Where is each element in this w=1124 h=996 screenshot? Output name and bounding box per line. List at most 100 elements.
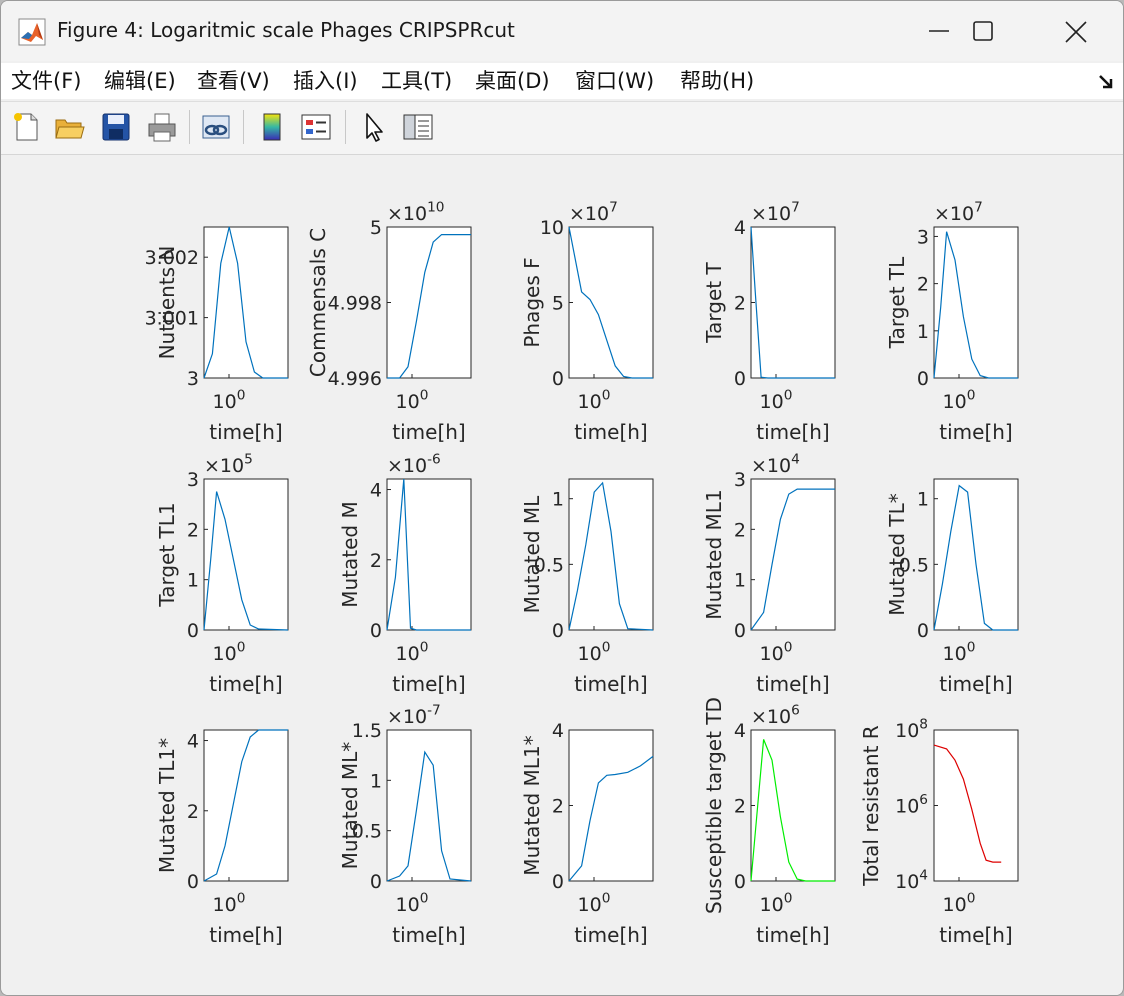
- print-icon[interactable]: [145, 110, 179, 144]
- toolbar: [1, 101, 1123, 155]
- series-line: [568, 481, 654, 631]
- x-tick-label: 100: [396, 387, 429, 413]
- subplot-14[interactable]: 0 2 4 100 time[h] Susceptible target TD ×106: [702, 697, 836, 947]
- y-axis-label: Mutated ML*: [338, 742, 362, 870]
- window-title: Figure 4: Logaritmic scale Phages CRIPSP…: [57, 18, 515, 42]
- axis-exponent: ×107: [751, 199, 800, 225]
- series-line: [387, 233, 471, 379]
- menu-bar: 文件(F) 编辑(E) 查看(V) 插入(I) 工具(T) 桌面(D) 窗口(W…: [1, 63, 1123, 99]
- figure-canvas[interactable]: 3 3.001 3.002 100 time[h] Nutrients N 4.996 4.9…: [2, 155, 1122, 995]
- axis-exponent: ×10-7: [387, 702, 441, 728]
- subplot-1[interactable]: 3 3.001 3.002 100 time[h] Nutrients N: [145, 226, 289, 444]
- toolbar-separator: [243, 110, 244, 144]
- plot-area: [386, 226, 472, 379]
- y-tick-label: 3.001: [145, 308, 199, 330]
- y-tick-label: 0.5: [534, 554, 564, 576]
- subplot-7[interactable]: 0 2 4 100 time[h] Mutated M ×10-6: [338, 451, 472, 696]
- y-axis-label: Mutated M: [338, 501, 362, 607]
- y-tick-label: 1: [917, 321, 929, 343]
- plot-area: [750, 226, 836, 379]
- subplot-8[interactable]: 0 0.5 1 100 time[h] Mutated ML: [520, 478, 654, 696]
- menu-window[interactable]: 窗口(W): [575, 69, 655, 93]
- axis-exponent: ×105: [204, 451, 253, 477]
- x-tick-label: 100: [578, 890, 611, 916]
- save-icon[interactable]: [99, 110, 133, 144]
- minimize-icon[interactable]: [895, 1, 983, 61]
- x-axis-label: time[h]: [392, 420, 465, 444]
- y-tick-label: 2: [734, 293, 746, 315]
- x-axis-label: time[h]: [392, 923, 465, 947]
- x-tick-label: 100: [578, 387, 611, 413]
- y-tick-label: 104: [895, 867, 928, 893]
- insert-legend-icon[interactable]: [299, 110, 333, 144]
- y-tick-label: 4: [552, 720, 564, 742]
- matlab-icon: [18, 18, 46, 46]
- series-line: [203, 491, 289, 631]
- menu-help[interactable]: 帮助(H): [680, 69, 755, 93]
- plot-area: [933, 478, 1019, 631]
- subplot-2[interactable]: 4.996 4.998 5 100 time[h] Commensals C ×1010: [306, 199, 472, 444]
- y-tick-label: 3: [917, 226, 929, 248]
- subplot-15[interactable]: 104 106 108 100 time[h] Total resistant R: [859, 716, 1019, 947]
- subplot-10[interactable]: 0 0.5 1 100 time[h] Mutated TL*: [885, 478, 1019, 696]
- subplot-5[interactable]: 0 1 2 3 100 time[h] Target TL ×107: [885, 199, 1019, 444]
- plot-area: [203, 226, 289, 379]
- plot-area: [203, 729, 289, 882]
- y-tick-label: 1: [734, 570, 746, 592]
- toolbar-separator: [189, 110, 190, 144]
- menu-edit[interactable]: 编辑(E): [104, 69, 176, 93]
- y-tick-label: 2: [917, 274, 929, 296]
- menu-view[interactable]: 查看(V): [197, 69, 270, 93]
- y-tick-label: 3: [734, 469, 746, 491]
- close-icon[interactable]: [1031, 1, 1119, 61]
- y-axis-label: Nutrients N: [155, 246, 179, 360]
- plot-area: [568, 226, 654, 379]
- subplot-11[interactable]: 0 2 4 100 time[h] Mutated TL1*: [155, 729, 289, 947]
- insert-colorbar-icon[interactable]: [255, 110, 289, 144]
- maximize-icon[interactable]: [939, 1, 1027, 61]
- title-bar[interactable]: Figure 4: Logaritmic scale Phages CRIPSP…: [1, 1, 1123, 61]
- x-axis-label: time[h]: [574, 672, 647, 696]
- edit-plot-icon[interactable]: [357, 110, 391, 144]
- y-tick-label: 1: [552, 489, 564, 511]
- y-tick-label: 4: [734, 217, 746, 239]
- subplot-6[interactable]: 0 1 2 3 100 time[h] Target TL1 ×105: [155, 451, 289, 696]
- y-tick-label: 0: [187, 620, 199, 642]
- y-axis-label: Phages F: [520, 257, 544, 347]
- x-axis-label: time[h]: [574, 923, 647, 947]
- y-tick-label: 1: [370, 770, 382, 792]
- y-tick-label: 0: [917, 368, 929, 390]
- subplot-12[interactable]: 0 0.5 1 1.5 100 time[h] Mutated ML* ×10-7: [338, 702, 472, 947]
- subplot-9[interactable]: 0 1 2 3 100 time[h] Mutated ML1 ×104: [702, 451, 836, 696]
- x-axis-label: time[h]: [574, 420, 647, 444]
- x-tick-label: 100: [760, 890, 793, 916]
- axis-exponent: ×106: [751, 702, 800, 728]
- x-axis-label: time[h]: [209, 420, 282, 444]
- open-file-icon[interactable]: [53, 110, 87, 144]
- menu-insert[interactable]: 插入(I): [293, 69, 358, 93]
- y-tick-label: 1: [917, 489, 929, 511]
- y-axis-label: Commensals C: [306, 228, 330, 377]
- dock-arrow-icon[interactable]: [1097, 73, 1117, 91]
- series-line: [568, 226, 653, 379]
- axis-exponent: ×104: [751, 451, 800, 477]
- series-line: [750, 488, 835, 631]
- y-tick-label: 3.002: [145, 247, 199, 269]
- link-plot-icon[interactable]: [199, 110, 233, 144]
- plot-area: [750, 478, 836, 631]
- y-tick-label: 2: [187, 519, 199, 541]
- menu-desktop[interactable]: 桌面(D): [475, 69, 550, 93]
- y-axis-label: Mutated ML1*: [520, 735, 544, 875]
- menu-file[interactable]: 文件(F): [11, 69, 82, 93]
- subplot-4[interactable]: 0 2 4 100 time[h] Target T ×107: [702, 199, 836, 444]
- x-tick-label: 100: [396, 639, 429, 665]
- menu-tools[interactable]: 工具(T): [381, 69, 453, 93]
- y-axis-label: Mutated ML1: [702, 489, 726, 619]
- new-figure-icon[interactable]: [9, 110, 43, 144]
- subplot-13[interactable]: 0 2 4 100 time[h] Mutated ML1*: [520, 720, 654, 947]
- property-inspector-icon[interactable]: [401, 110, 435, 144]
- y-tick-label: 5: [552, 293, 564, 315]
- series-line: [933, 484, 1018, 631]
- subplot-3[interactable]: 0 5 10 100 time[h] Phages F ×107: [520, 199, 654, 444]
